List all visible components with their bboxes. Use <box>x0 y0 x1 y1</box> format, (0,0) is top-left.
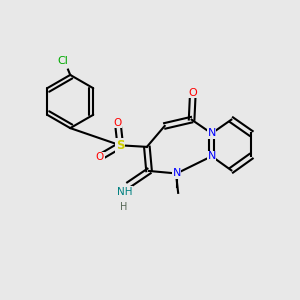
Text: NH: NH <box>117 187 133 196</box>
Text: N: N <box>207 151 216 161</box>
Text: H: H <box>120 202 127 212</box>
Text: O: O <box>188 88 197 98</box>
Text: N: N <box>172 169 181 178</box>
Text: Cl: Cl <box>57 56 68 66</box>
Text: N: N <box>207 128 216 138</box>
Text: S: S <box>116 139 124 152</box>
Text: O: O <box>96 152 104 162</box>
Text: O: O <box>114 118 122 128</box>
